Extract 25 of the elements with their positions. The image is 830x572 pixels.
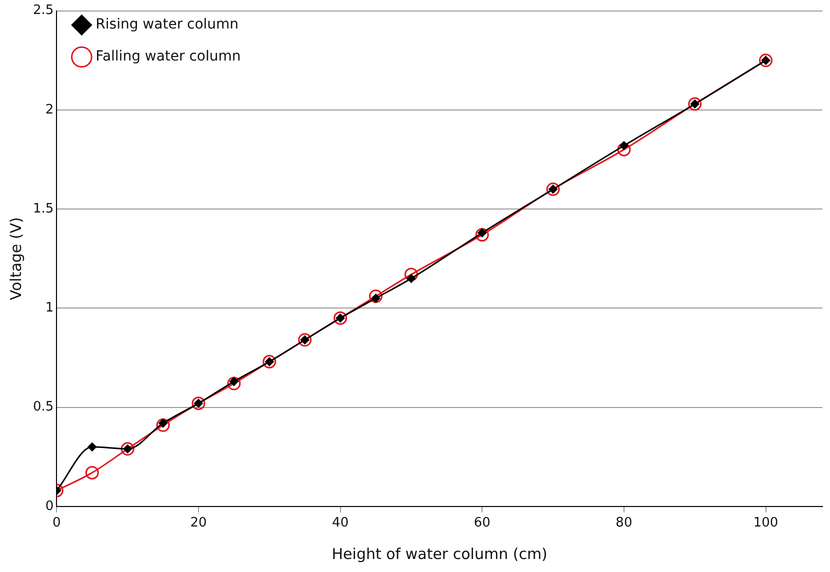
x-tick-label: 40 <box>332 516 349 531</box>
point <box>156 418 170 432</box>
point <box>404 268 418 282</box>
x-tick-label: 100 <box>753 516 778 531</box>
point <box>227 376 241 390</box>
y-tick-label: 1.5 <box>32 201 54 216</box>
y-tick-label: 0 <box>45 498 54 514</box>
x-tick-label: 20 <box>190 516 207 531</box>
x-axis-title: Height of water column (cm) <box>332 544 548 563</box>
x-tick-label: 60 <box>474 516 490 531</box>
point <box>475 228 489 242</box>
x-tick-label: 80 <box>616 516 632 531</box>
point <box>88 442 97 452</box>
y-tick-label: 0.5 <box>32 400 54 415</box>
y-tick-label: 1 <box>45 300 54 316</box>
point <box>369 290 383 304</box>
point <box>85 466 99 480</box>
y-tick-label: 2.5 <box>32 3 54 18</box>
legend-label: Rising water column <box>96 16 239 33</box>
y-axis-title: Voltage (V) <box>6 217 25 300</box>
y-tick-label: 2 <box>45 102 54 118</box>
legend-label: Falling water column <box>96 48 241 65</box>
point <box>759 54 773 68</box>
point <box>546 182 560 196</box>
point <box>617 142 631 156</box>
